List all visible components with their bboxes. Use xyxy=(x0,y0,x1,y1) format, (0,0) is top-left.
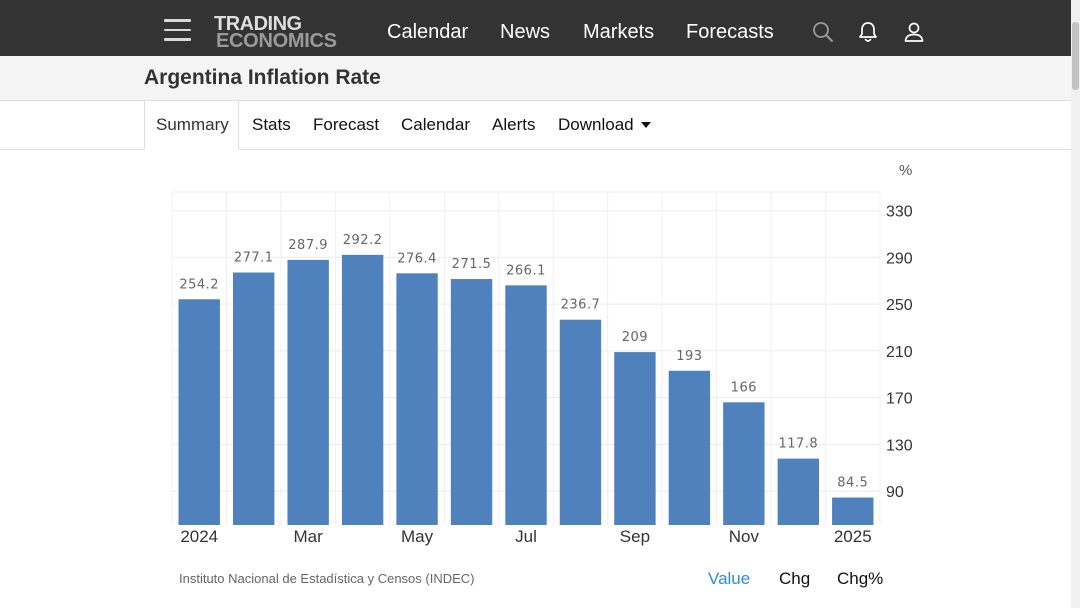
chart-bar[interactable] xyxy=(559,319,602,525)
chart-bar[interactable] xyxy=(614,352,656,525)
bar-value-label: 209 xyxy=(622,330,648,345)
bell-icon[interactable] xyxy=(856,20,880,44)
chart-bar[interactable] xyxy=(668,370,711,525)
tab-summary[interactable]: Summary xyxy=(156,115,229,134)
scrollbar-thumb[interactable] xyxy=(1072,22,1079,90)
bar-value-label: 166 xyxy=(731,380,757,395)
y-unit-label: % xyxy=(899,162,912,179)
bar-value-label: 254.2 xyxy=(179,277,219,292)
tab-active-indicator xyxy=(144,100,239,150)
nav-markets[interactable]: Markets xyxy=(583,21,655,43)
bar-value-label: 117.8 xyxy=(778,437,818,452)
page-title: Argentina Inflation Rate xyxy=(144,66,381,89)
bar-value-label: 236.7 xyxy=(561,298,601,313)
y-tick-label: 170 xyxy=(886,391,913,408)
tab-download[interactable]: Download xyxy=(558,115,634,134)
nav-forecasts[interactable]: Forecasts xyxy=(686,21,774,43)
nav-calendar[interactable]: Calendar xyxy=(387,21,469,43)
chart-tab-value[interactable]: Value xyxy=(708,569,751,588)
chart-bar[interactable] xyxy=(178,299,220,525)
x-tick-label: May xyxy=(401,527,434,546)
tab-forecast[interactable]: Forecast xyxy=(313,115,380,134)
trading-economics-logo[interactable]: TRADING ECONOMICS xyxy=(213,13,353,53)
nav-news[interactable]: News xyxy=(500,21,551,43)
tab-alerts[interactable]: Alerts xyxy=(492,115,536,134)
chart-bar[interactable] xyxy=(832,497,874,525)
chart-bar[interactable] xyxy=(450,279,493,525)
bar-value-label: 266.1 xyxy=(506,263,546,278)
chart-bar[interactable] xyxy=(396,273,438,525)
chart-source: Instituto Nacional de Estadística y Cens… xyxy=(179,571,475,586)
bar-value-label: 287.9 xyxy=(288,238,328,253)
bar-value-label: 277.1 xyxy=(234,251,274,266)
chart-bar[interactable] xyxy=(287,259,329,525)
page-scrollbar[interactable] xyxy=(1071,0,1080,608)
x-tick-label: 2025 xyxy=(834,527,872,546)
tab-stats[interactable]: Stats xyxy=(252,115,291,134)
y-tick-label: 330 xyxy=(886,204,913,221)
chart-tab-chg-pct[interactable]: Chg% xyxy=(837,569,884,588)
bar-value-label: 271.5 xyxy=(452,257,492,272)
menu-icon[interactable] xyxy=(164,19,192,41)
bar-value-label: 193 xyxy=(676,349,702,364)
x-tick-label: Mar xyxy=(294,527,324,546)
y-tick-label: 290 xyxy=(886,250,913,267)
y-tick-label: 90 xyxy=(886,484,904,501)
chart-bar[interactable] xyxy=(777,458,820,525)
bar-value-label: 292.2 xyxy=(343,233,383,248)
logo-line-2: ECONOMICS xyxy=(216,30,337,52)
search-icon[interactable] xyxy=(811,20,835,44)
logo-line-1: TRADING xyxy=(214,13,302,35)
x-tick-label: Sep xyxy=(620,527,650,546)
x-tick-label: Nov xyxy=(729,527,760,546)
user-icon[interactable] xyxy=(902,20,926,44)
chart-bar[interactable] xyxy=(341,254,384,525)
bar-value-label: 84.5 xyxy=(837,476,868,491)
chart-tab-chg[interactable]: Chg xyxy=(779,569,811,588)
y-tick-label: 250 xyxy=(886,297,913,314)
inflation-bar-chart[interactable]: 254.2 277.1 287.9 292.2 276.4 271.5 266.1 236.7… xyxy=(146,152,926,562)
x-tick-label: Jul xyxy=(515,527,537,546)
top-navbar: TRADING ECONOMICS Calendar News Markets … xyxy=(0,0,1080,56)
y-tick-label: 130 xyxy=(886,437,913,454)
download-caret-icon[interactable] xyxy=(641,122,651,128)
chart-bar[interactable] xyxy=(505,285,547,525)
y-tick-label: 210 xyxy=(886,344,913,361)
x-tick-label: 2024 xyxy=(180,527,218,546)
tabs-divider xyxy=(0,149,1072,150)
chart-bar[interactable] xyxy=(232,272,275,525)
title-bar: Argentina Inflation Rate xyxy=(0,56,1080,101)
chart-bar[interactable] xyxy=(723,402,765,525)
chart-panel: 254.2 277.1 287.9 292.2 276.4 271.5 266.1 236.7… xyxy=(146,152,926,608)
bar-value-label: 276.4 xyxy=(397,251,437,266)
tab-calendar[interactable]: Calendar xyxy=(401,115,470,134)
